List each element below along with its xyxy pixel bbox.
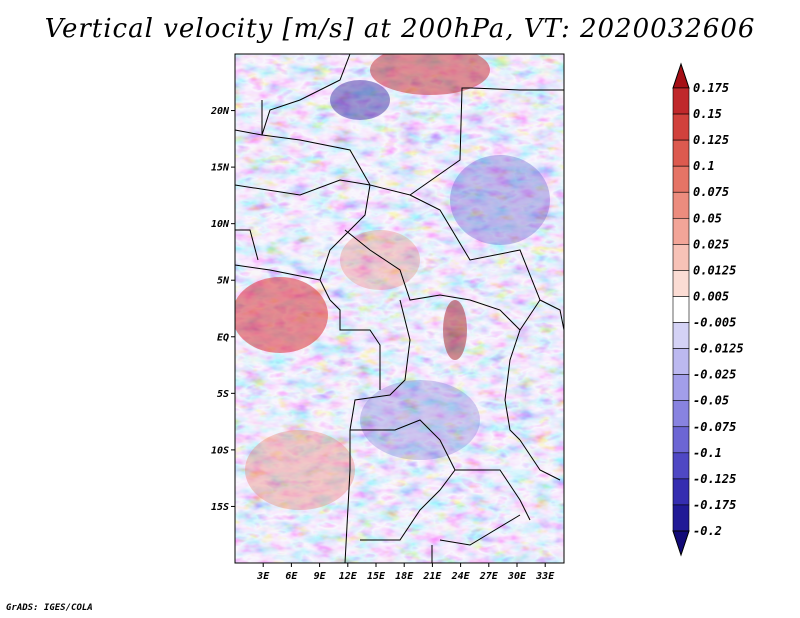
colorbar-swatch	[672, 217, 690, 245]
lat-tick-label: 15S	[211, 502, 229, 513]
colorbar-swatch	[672, 191, 690, 219]
lat-tick-label: 10N	[211, 219, 230, 230]
lon-tick-label: 15E	[367, 571, 386, 582]
colorbar-swatch	[672, 139, 690, 167]
velocity-field	[235, 54, 564, 563]
lon-tick-label: 18E	[395, 571, 414, 582]
colorbar-swatch	[672, 478, 690, 506]
colorbar-label: 0.175	[693, 81, 729, 95]
colorbar-label: -0.175	[693, 498, 736, 512]
colorbar-label: 0.125	[693, 133, 729, 147]
colorbar-swatch	[672, 296, 690, 323]
colorbar-label: -0.125	[693, 472, 736, 486]
lon-tick-label: 33E	[535, 571, 555, 582]
lat-tick-label: 15N	[211, 163, 230, 174]
colorbar-label: -0.025	[693, 368, 736, 382]
map-frame	[234, 53, 565, 564]
colorbar-label: 0.1	[693, 159, 715, 173]
colorbar-swatch	[672, 322, 690, 349]
lon-tick-label: 27E	[479, 571, 499, 582]
lon-tick-label: 3E	[256, 571, 270, 582]
colorbar-swatch	[672, 504, 690, 532]
colorbar-swatch	[672, 113, 690, 141]
colorbar-swatch	[672, 426, 690, 454]
chart-title: Vertical velocity [m/s] at 200hPa, VT: 2…	[44, 14, 756, 44]
latitude-axis: 20N 15N 10N 5N EQ 5S 10S 15S	[210, 106, 235, 513]
lon-tick-label: 9E	[314, 571, 327, 582]
colorbar-label: -0.075	[693, 420, 736, 434]
colorbar-swatch	[672, 87, 690, 115]
colorbar-label: -0.05	[693, 394, 729, 408]
colorbar-swatch	[672, 452, 690, 480]
lat-tick-label: 10S	[211, 445, 229, 456]
colorbar-label: 0.15	[693, 107, 722, 121]
colorbar-swatch	[672, 348, 690, 375]
lat-tick-label: 5N	[217, 276, 230, 287]
colorbar-label: 0.075	[693, 185, 729, 199]
colorbar-bottom-arrow	[672, 530, 690, 557]
longitude-axis: 3E 6E 9E 12E 15E 18E 21E 24E 27E 30E 33E	[256, 563, 555, 582]
lon-tick-label: 24E	[451, 571, 471, 582]
lon-tick-label: 21E	[422, 571, 442, 582]
colorbar-label: -0.005	[693, 316, 736, 330]
colorbar-top-arrow	[672, 62, 690, 89]
colorbar-swatch	[672, 165, 690, 193]
grads-credit: GrADS: IGES/COLA	[6, 603, 93, 613]
lat-tick-label: EQ	[217, 332, 229, 343]
country-borders	[235, 54, 564, 563]
colorbar-label: -0.1	[693, 446, 722, 460]
lon-tick-label: 30E	[507, 571, 527, 582]
lat-tick-label: 5S	[217, 389, 229, 400]
colorbar-swatch	[672, 374, 690, 402]
lat-tick-label: 20N	[210, 106, 230, 117]
colorbar-swatch	[672, 400, 690, 428]
colorbar-label: 0.005	[693, 289, 729, 303]
colorbar-swatch	[672, 244, 690, 271]
lon-tick-label: 6E	[285, 571, 298, 582]
colorbar-label: 0.05	[693, 211, 722, 225]
colorbar-label: -0.0125	[693, 342, 744, 356]
colorbar: 0.175 0.15 0.125 0.1 0.075 0.05 0.025 0.0125 0.0…	[672, 62, 744, 557]
colorbar-swatch	[672, 270, 690, 297]
colorbar-label: -0.2	[693, 524, 722, 538]
colorbar-label: 0.025	[693, 237, 729, 251]
colorbar-label: 0.0125	[693, 263, 736, 277]
lon-tick-label: 12E	[339, 571, 358, 582]
